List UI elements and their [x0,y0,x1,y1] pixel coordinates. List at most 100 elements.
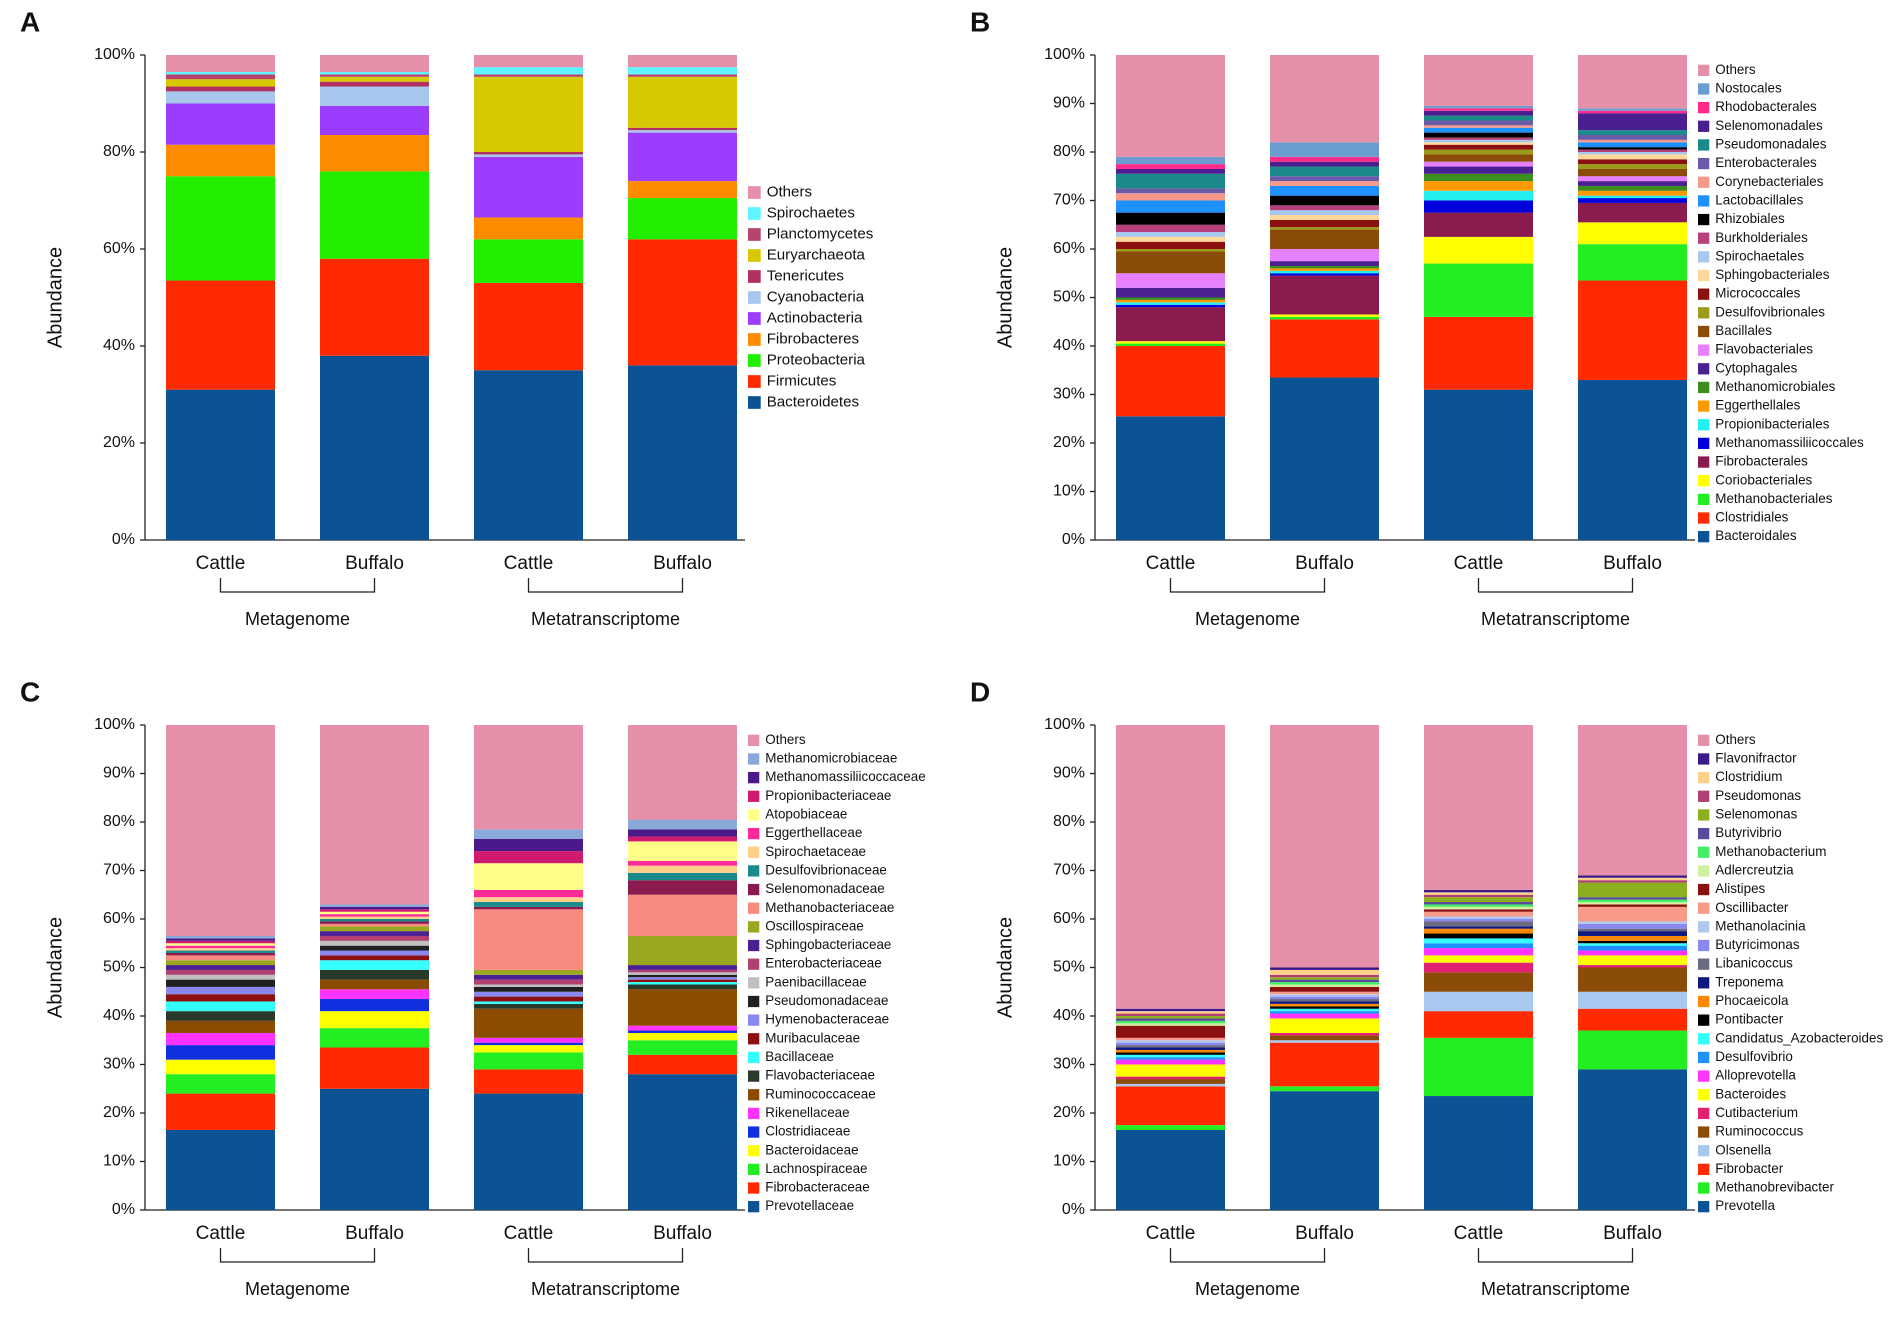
legend-label: Bacillales [1715,323,1772,338]
legend-label: Burkholderiales [1715,230,1808,245]
bar-segment [166,55,275,72]
bar-segment [320,81,429,87]
legend-label: Treponema [1715,974,1784,989]
bar-segment [1424,142,1533,145]
group-label: Metatranscriptome [531,609,680,629]
y-tick-label: 40% [103,1007,135,1024]
y-axis-label: Abundance [44,247,66,348]
bar-segment [166,144,275,177]
bar-segment [1116,232,1225,237]
bar-segment [166,994,275,1002]
group-label: Metagenome [1195,609,1300,629]
legend-swatch [1698,977,1710,989]
bar-segment [628,989,737,1026]
bar-segment [628,725,737,820]
bar-segment [474,906,583,910]
bar-segment [474,986,583,992]
legend-label: Enterobacterales [1715,155,1817,170]
legend-swatch [748,396,761,409]
bar-segment [1270,261,1379,266]
bar-segment [1270,1042,1379,1087]
bar-segment [1270,268,1379,271]
y-tick-label: 90% [1053,95,1085,112]
legend-swatch [1698,437,1710,450]
legend-swatch [1698,531,1710,543]
legend-swatch [1698,120,1710,132]
legend-swatch [1698,1051,1710,1064]
y-tick-label: 100% [1044,46,1085,63]
group-bracket [527,578,684,593]
legend-label: Phocaeicola [1715,993,1789,1008]
bar-segment [320,105,429,136]
y-tick-label: 60% [1053,240,1085,257]
bar-segment [1270,1011,1379,1014]
bar-segment [1578,113,1687,131]
legend-swatch [748,809,760,821]
bar-segment [1424,938,1533,944]
bar-segment [320,71,429,75]
legend-swatch [1698,269,1710,282]
panel-label: A [20,6,40,37]
legend-swatch [1698,381,1710,394]
legend-swatch [748,958,760,970]
legend-label: Ruminococcaceae [765,1086,875,1101]
bar-segment [320,940,429,946]
bar-segment [1424,236,1533,264]
bar-segment [1270,969,1379,975]
bar-segment [1270,977,1379,980]
bar-segment [1116,299,1225,303]
bar-segment [1270,994,1379,997]
bar-segment [1424,892,1533,895]
bar-segment [1116,1079,1225,1084]
legend-swatch [748,1033,760,1045]
bar-segment [628,841,737,861]
bar-segment [1116,1083,1225,1087]
bar-segment [628,972,737,975]
bar-segment [474,1045,583,1053]
bar-segment [1578,185,1687,191]
bar-segment [1270,974,1379,978]
bar-segment [166,986,275,995]
y-tick-label: 10% [1053,1153,1085,1170]
y-tick-label: 40% [103,337,135,354]
legend-swatch [748,790,760,802]
bar-segment [1270,979,1379,983]
group-label: Metatranscriptome [531,1279,680,1299]
bar-segment [1116,1023,1225,1026]
legend-label: Libanicoccus [1715,956,1793,971]
bar-segment [1578,280,1687,380]
bar-segment [1424,139,1533,143]
y-tick-label: 10% [1053,483,1085,500]
y-tick-label: 20% [1053,1104,1085,1121]
legend-swatch [748,753,760,765]
legend-swatch [748,186,761,199]
legend-swatch [748,995,760,1008]
legend-swatch [748,228,761,241]
y-tick-label: 20% [103,1104,135,1121]
x-tick-label: Cattle [1454,553,1504,574]
x-tick-label: Cattle [504,553,554,574]
y-tick-label: 50% [1053,959,1085,976]
bar-segment [1270,161,1379,167]
bar-segment [1578,950,1687,956]
bar-segment [1424,943,1533,949]
group-bracket [1169,1248,1326,1263]
legend-label: Rikenellaceae [765,1105,849,1120]
legend-swatch [748,902,760,914]
legend-label: Fibrobacter [1715,1161,1783,1176]
bar-segment [474,239,583,283]
bar-segment [1578,935,1687,941]
legend-label: Bacteroides [1715,1086,1786,1101]
legend-label: Propionibacteriales [1715,416,1829,431]
bar-segment [1270,1086,1379,1092]
bar-segment [166,979,275,987]
bar-segment [1578,904,1687,907]
bar-segment [628,865,737,873]
legend-label: Sphingobacteriales [1715,267,1829,282]
bar-segment [1424,1011,1533,1038]
bar-segment [166,725,275,936]
legend-swatch [1698,232,1710,244]
bar-segment [320,950,429,956]
legend-label: Prevotellaceae [765,1198,854,1213]
legend-swatch [748,846,760,858]
